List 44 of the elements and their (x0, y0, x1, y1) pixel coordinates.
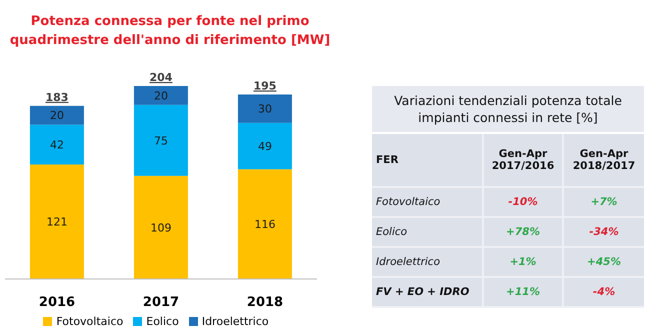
bar (134, 104, 188, 176)
total-label: 195 (253, 80, 276, 93)
text: FER (372, 134, 484, 188)
text: +45% (564, 248, 644, 278)
bar (134, 86, 188, 105)
text: -34% (564, 218, 644, 248)
text: Gen-Apr 2017/2016 (484, 134, 564, 188)
text: Idroelettrico (372, 248, 484, 278)
total-label: 204 (149, 71, 173, 84)
bar (238, 94, 292, 123)
bar (238, 122, 292, 170)
bar (238, 169, 292, 279)
text: Eolico (372, 218, 484, 248)
data-label: 109 (150, 221, 172, 234)
legend-label: Eolico (146, 315, 179, 328)
data-label: 121 (46, 216, 68, 229)
text: +7% (564, 188, 644, 218)
x-tick-label: 2018 (246, 295, 284, 310)
text: +1% (484, 248, 564, 278)
chart-title: Potenza connessa per fonte nel primo quadrimestre dell'anno di riferimento [MW] (8, 13, 332, 50)
text: +11% (484, 278, 564, 308)
data-label: 42 (50, 138, 64, 152)
text: FV + EO + IDRO (372, 278, 484, 308)
bar (30, 106, 84, 125)
text: -4% (564, 278, 644, 308)
x-tick-label: 2017 (142, 295, 180, 310)
text: +78% (484, 218, 564, 248)
text: Gen-Apr 2018/2017 (564, 134, 644, 188)
data-label: 49 (258, 140, 272, 153)
data-label: 116 (254, 218, 276, 232)
legend-label: Fotovoltaico (56, 315, 124, 328)
x-tick-label: 2016 (38, 295, 76, 310)
bar (134, 176, 188, 279)
data-label: 20 (154, 89, 168, 102)
legend-label: Idroelettrico (202, 315, 269, 328)
text: -10% (484, 188, 564, 218)
data-label: 20 (50, 109, 64, 122)
data-label: 75 (154, 134, 168, 148)
bar (30, 124, 84, 165)
total-label: 183 (45, 90, 68, 104)
data-label: 30 (258, 102, 272, 116)
bar (30, 164, 84, 279)
text: Variazioni tendenziali potenza totale impianti connessi in rete [%] (372, 86, 644, 134)
text: Fotovoltaico (372, 188, 484, 218)
